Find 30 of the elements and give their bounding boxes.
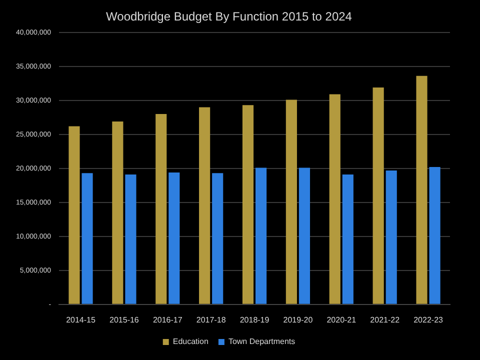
bar xyxy=(372,87,384,304)
bar xyxy=(156,114,167,304)
bar xyxy=(255,168,267,304)
bar xyxy=(82,173,93,304)
legend-label: Town Departments xyxy=(228,337,296,346)
legend-label: Education xyxy=(172,337,208,346)
x-tick-label: 2021-22 xyxy=(370,315,400,324)
bar xyxy=(68,126,80,304)
x-tick-label: 2018-19 xyxy=(240,315,270,324)
bar xyxy=(168,172,180,304)
bar xyxy=(386,170,397,304)
x-tick-label: 2022-23 xyxy=(414,315,444,324)
bar xyxy=(242,105,254,304)
x-tick-label: 2016-17 xyxy=(152,315,183,324)
x-tick-label: 2015-16 xyxy=(110,315,140,324)
bar xyxy=(125,174,136,304)
bar xyxy=(429,167,440,304)
bar xyxy=(212,173,224,304)
bar xyxy=(329,94,340,304)
bar xyxy=(112,121,124,304)
x-tick-label: 2017-18 xyxy=(196,315,226,324)
bar xyxy=(342,174,354,304)
x-tick-label: 2020-21 xyxy=(326,315,357,324)
chart-title: Woodbridge Budget By Function 2015 to 2024 xyxy=(106,10,352,24)
bar xyxy=(298,168,310,304)
x-tick-label: 2014-15 xyxy=(66,315,96,324)
x-tick-label: 2019-20 xyxy=(283,315,314,324)
bar xyxy=(416,76,428,304)
bar xyxy=(286,100,297,304)
bar xyxy=(199,107,210,304)
